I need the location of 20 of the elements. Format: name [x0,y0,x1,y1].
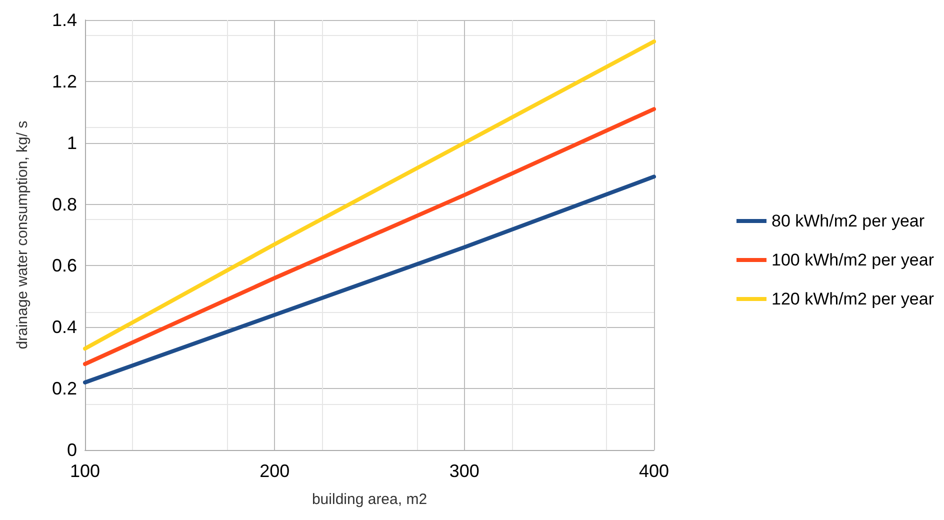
y-tick-label: 0.6 [52,256,77,276]
legend-label: 120 kWh/m2 per year [771,290,934,308]
line-series [83,174,656,384]
y-tick-label: 1.4 [52,10,77,30]
line-series [83,107,656,366]
y-tick-label: 0.8 [52,194,77,214]
x-tick-label: 300 [449,461,480,481]
x-tick-label: 100 [70,461,100,481]
y-tick-label: 0.2 [52,378,77,399]
y-tick-label: 0 [66,440,77,460]
x-tick-label: 200 [260,461,290,481]
line-series [83,40,656,351]
legend-label: 80 kWh/m2 per year [771,212,925,230]
y-tick-label: 0.4 [52,317,77,338]
x-axis-title: building area, m2 [312,491,428,508]
y-tick-label: 1.2 [52,71,77,92]
legend-label: 100 kWh/m2 per year [771,250,934,270]
x-tick-label: 400 [638,461,670,481]
y-tick-label: 1 [66,132,77,153]
y-axis-title: drainage water consumption, kg/ s [14,120,31,350]
